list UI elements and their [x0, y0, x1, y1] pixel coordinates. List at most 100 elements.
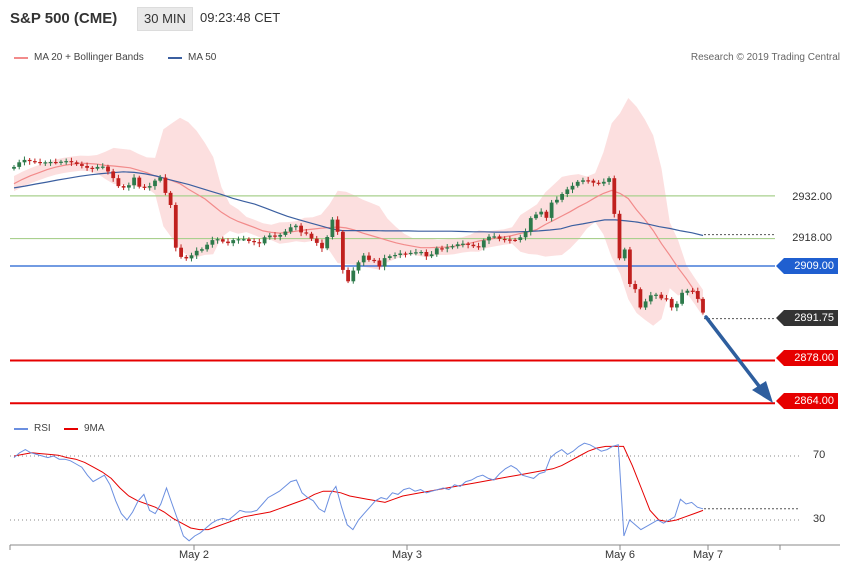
candle — [294, 223, 298, 231]
candle — [481, 238, 486, 251]
candle — [309, 231, 314, 241]
ma50-line — [13, 171, 704, 237]
date-label-may-2: May 2 — [179, 549, 209, 561]
candle — [90, 165, 95, 173]
candle-body — [64, 161, 69, 163]
legend-rsi: RSI — [14, 423, 51, 434]
rsi-ma-swatch — [64, 427, 78, 430]
candle — [220, 236, 225, 244]
candle — [179, 244, 183, 259]
candle-body — [534, 214, 538, 219]
candle-body — [330, 219, 335, 237]
timeframe-button[interactable]: 30 MIN — [137, 7, 193, 31]
candle-body — [581, 180, 585, 182]
candle-body — [106, 166, 110, 172]
candle-body — [278, 234, 283, 237]
candle — [299, 223, 303, 237]
candle-body — [257, 242, 262, 244]
candle — [544, 209, 549, 221]
candle — [231, 238, 236, 247]
candle-body — [335, 219, 340, 232]
candle-body — [601, 181, 606, 184]
candle — [424, 249, 429, 260]
candle-body — [586, 180, 591, 182]
candle — [226, 238, 230, 246]
candle — [622, 247, 627, 261]
candle-body — [701, 298, 705, 313]
candle — [398, 250, 403, 259]
candle-body — [555, 199, 559, 203]
candle — [534, 211, 538, 220]
candle — [612, 175, 617, 218]
candle — [330, 217, 335, 240]
candle-body — [241, 239, 246, 241]
candle-body — [575, 181, 580, 186]
candle-body — [90, 167, 95, 169]
candle — [314, 235, 319, 246]
candle — [523, 228, 528, 241]
resistance-2-label: 2932.00 — [792, 191, 832, 203]
candle — [127, 182, 131, 191]
candle-body — [565, 189, 570, 194]
candle — [121, 184, 126, 191]
candle — [685, 288, 690, 296]
candle-body — [487, 236, 491, 241]
ma50-swatch — [168, 56, 182, 59]
rsi-ma-line — [13, 445, 704, 531]
candle — [575, 179, 580, 188]
ma20-swatch — [14, 56, 28, 59]
candle — [382, 254, 387, 271]
candle-body — [137, 177, 142, 187]
copyright-text: Research © 2019 Trading Central — [690, 52, 840, 63]
candle-body — [675, 303, 679, 308]
candle — [304, 229, 309, 236]
candle — [690, 288, 695, 295]
candle-body — [596, 182, 601, 184]
candle — [518, 234, 523, 243]
candle-body — [346, 270, 350, 282]
candle-body — [367, 255, 371, 260]
candle — [549, 199, 554, 222]
candle-body — [100, 166, 105, 168]
candle-body — [80, 164, 84, 166]
candle-body — [262, 237, 267, 244]
candle — [508, 236, 512, 244]
candle — [497, 234, 502, 242]
candle-body — [461, 243, 465, 245]
candle-body — [220, 239, 225, 242]
legend-ma50: MA 50 — [168, 52, 216, 63]
candle-body — [194, 250, 199, 256]
candle-body — [492, 236, 497, 238]
candle — [648, 291, 653, 305]
candle — [346, 267, 350, 284]
last-price-tag: 2891.75 — [776, 310, 838, 326]
candle-body — [59, 161, 63, 163]
candle — [617, 210, 622, 261]
candle — [701, 297, 705, 315]
moving-averages — [13, 162, 704, 304]
candle-body — [664, 298, 669, 300]
candle — [247, 237, 251, 244]
candle-body — [481, 240, 486, 248]
candle-body — [200, 249, 204, 251]
candle — [325, 235, 330, 251]
candle-body — [85, 166, 89, 168]
candle-body — [377, 260, 382, 267]
candle-body — [685, 290, 690, 293]
candle-body — [440, 248, 444, 250]
candle-body — [690, 290, 695, 292]
candle — [487, 234, 491, 245]
rsi-panel — [10, 442, 800, 542]
candle — [492, 233, 497, 239]
legend-ma20: MA 20 + Bollinger Bands — [14, 52, 144, 63]
candle — [267, 232, 272, 240]
candle-body — [17, 162, 22, 167]
candle-body — [74, 162, 79, 165]
rsi-swatch — [14, 427, 28, 430]
candle — [367, 252, 371, 262]
candle-body — [560, 194, 564, 200]
candle — [194, 247, 199, 259]
candle — [38, 158, 42, 166]
candle-body — [184, 256, 189, 259]
candle — [17, 159, 22, 170]
